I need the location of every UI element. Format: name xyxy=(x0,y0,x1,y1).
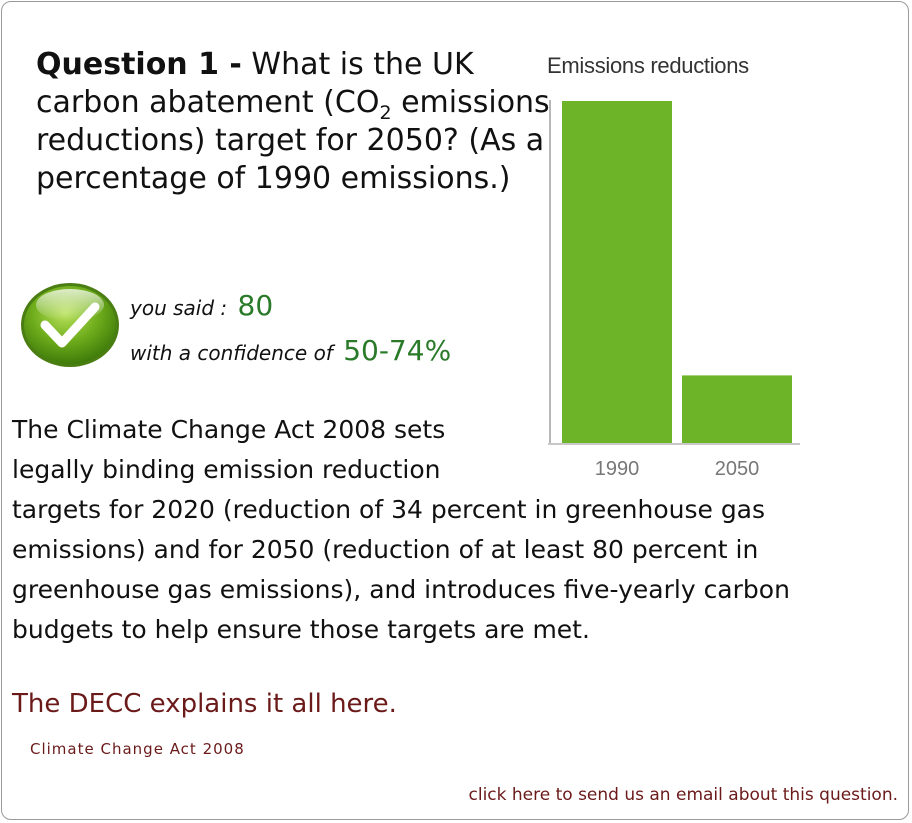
question-text: Question 1 - What is the UK carbon abate… xyxy=(36,46,556,198)
question-body-end: emissions reductions) target for 2050? (… xyxy=(36,85,550,196)
question-body-start: What is the UK carbon abatement (CO xyxy=(36,47,474,120)
you-said-value: 80 xyxy=(237,289,274,322)
correct-check-icon xyxy=(21,283,119,367)
chart-bar-2050 xyxy=(682,375,792,444)
email-question-link[interactable]: click here to send us an email about thi… xyxy=(468,785,899,805)
answer-summary: you said : 80 with a confidence of 50-74… xyxy=(130,289,451,379)
chart-title: Emissions reductions xyxy=(547,53,749,78)
emissions-chart: 1990 2050 xyxy=(548,100,800,480)
chart-tick-label-2050: 2050 xyxy=(715,458,760,480)
confidence-label: with a confidence of xyxy=(130,341,333,365)
confidence-value: 50-74% xyxy=(343,334,452,367)
chart-tick-label-1990: 1990 xyxy=(595,458,640,480)
climate-change-act-link[interactable]: Climate Change Act 2008 xyxy=(30,740,245,758)
explanation-body: The Climate Change Act 2008 sets legally… xyxy=(12,415,790,644)
confidence-row: with a confidence of 50-74% xyxy=(130,334,451,379)
you-said-row: you said : 80 xyxy=(130,289,451,334)
you-said-label: you said : xyxy=(130,296,228,320)
explanation-text: The Climate Change Act 2008 sets legally… xyxy=(12,410,892,650)
question-label: Question 1 - xyxy=(36,47,242,82)
chart-bar-1990 xyxy=(562,101,672,444)
question-subscript: 2 xyxy=(379,102,392,124)
decc-explanation-link[interactable]: The DECC explains it all here. xyxy=(12,689,397,719)
